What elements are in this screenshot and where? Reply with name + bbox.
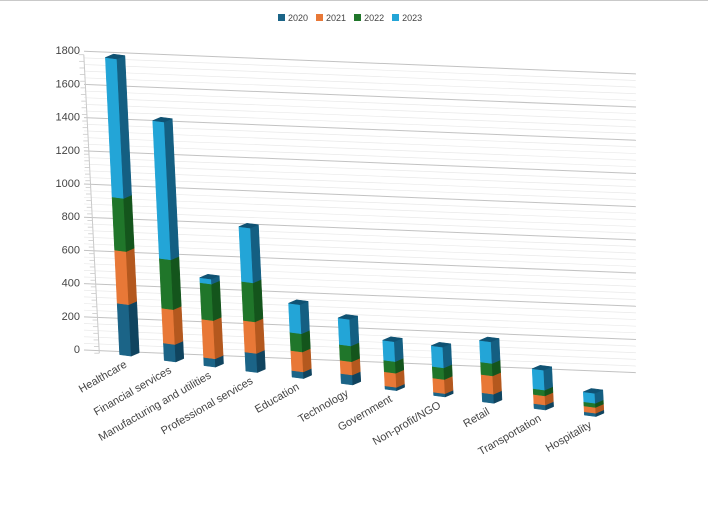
- svg-text:Transportation: Transportation: [476, 412, 543, 458]
- svg-text:800: 800: [62, 211, 80, 223]
- svg-text:Education: Education: [253, 381, 301, 416]
- svg-text:1000: 1000: [56, 178, 80, 190]
- svg-text:Hospitality: Hospitality: [544, 419, 594, 455]
- svg-text:1600: 1600: [56, 78, 80, 90]
- svg-text:1800: 1800: [56, 45, 80, 57]
- svg-text:400: 400: [62, 278, 80, 290]
- svg-text:200: 200: [62, 311, 80, 323]
- svg-text:Professional services: Professional services: [159, 375, 255, 438]
- svg-text:Healthcare: Healthcare: [77, 359, 129, 396]
- svg-text:Retail: Retail: [461, 406, 491, 430]
- svg-text:1400: 1400: [56, 112, 80, 124]
- svg-text:0: 0: [74, 344, 80, 356]
- svg-text:1200: 1200: [56, 145, 80, 157]
- svg-text:600: 600: [62, 244, 80, 256]
